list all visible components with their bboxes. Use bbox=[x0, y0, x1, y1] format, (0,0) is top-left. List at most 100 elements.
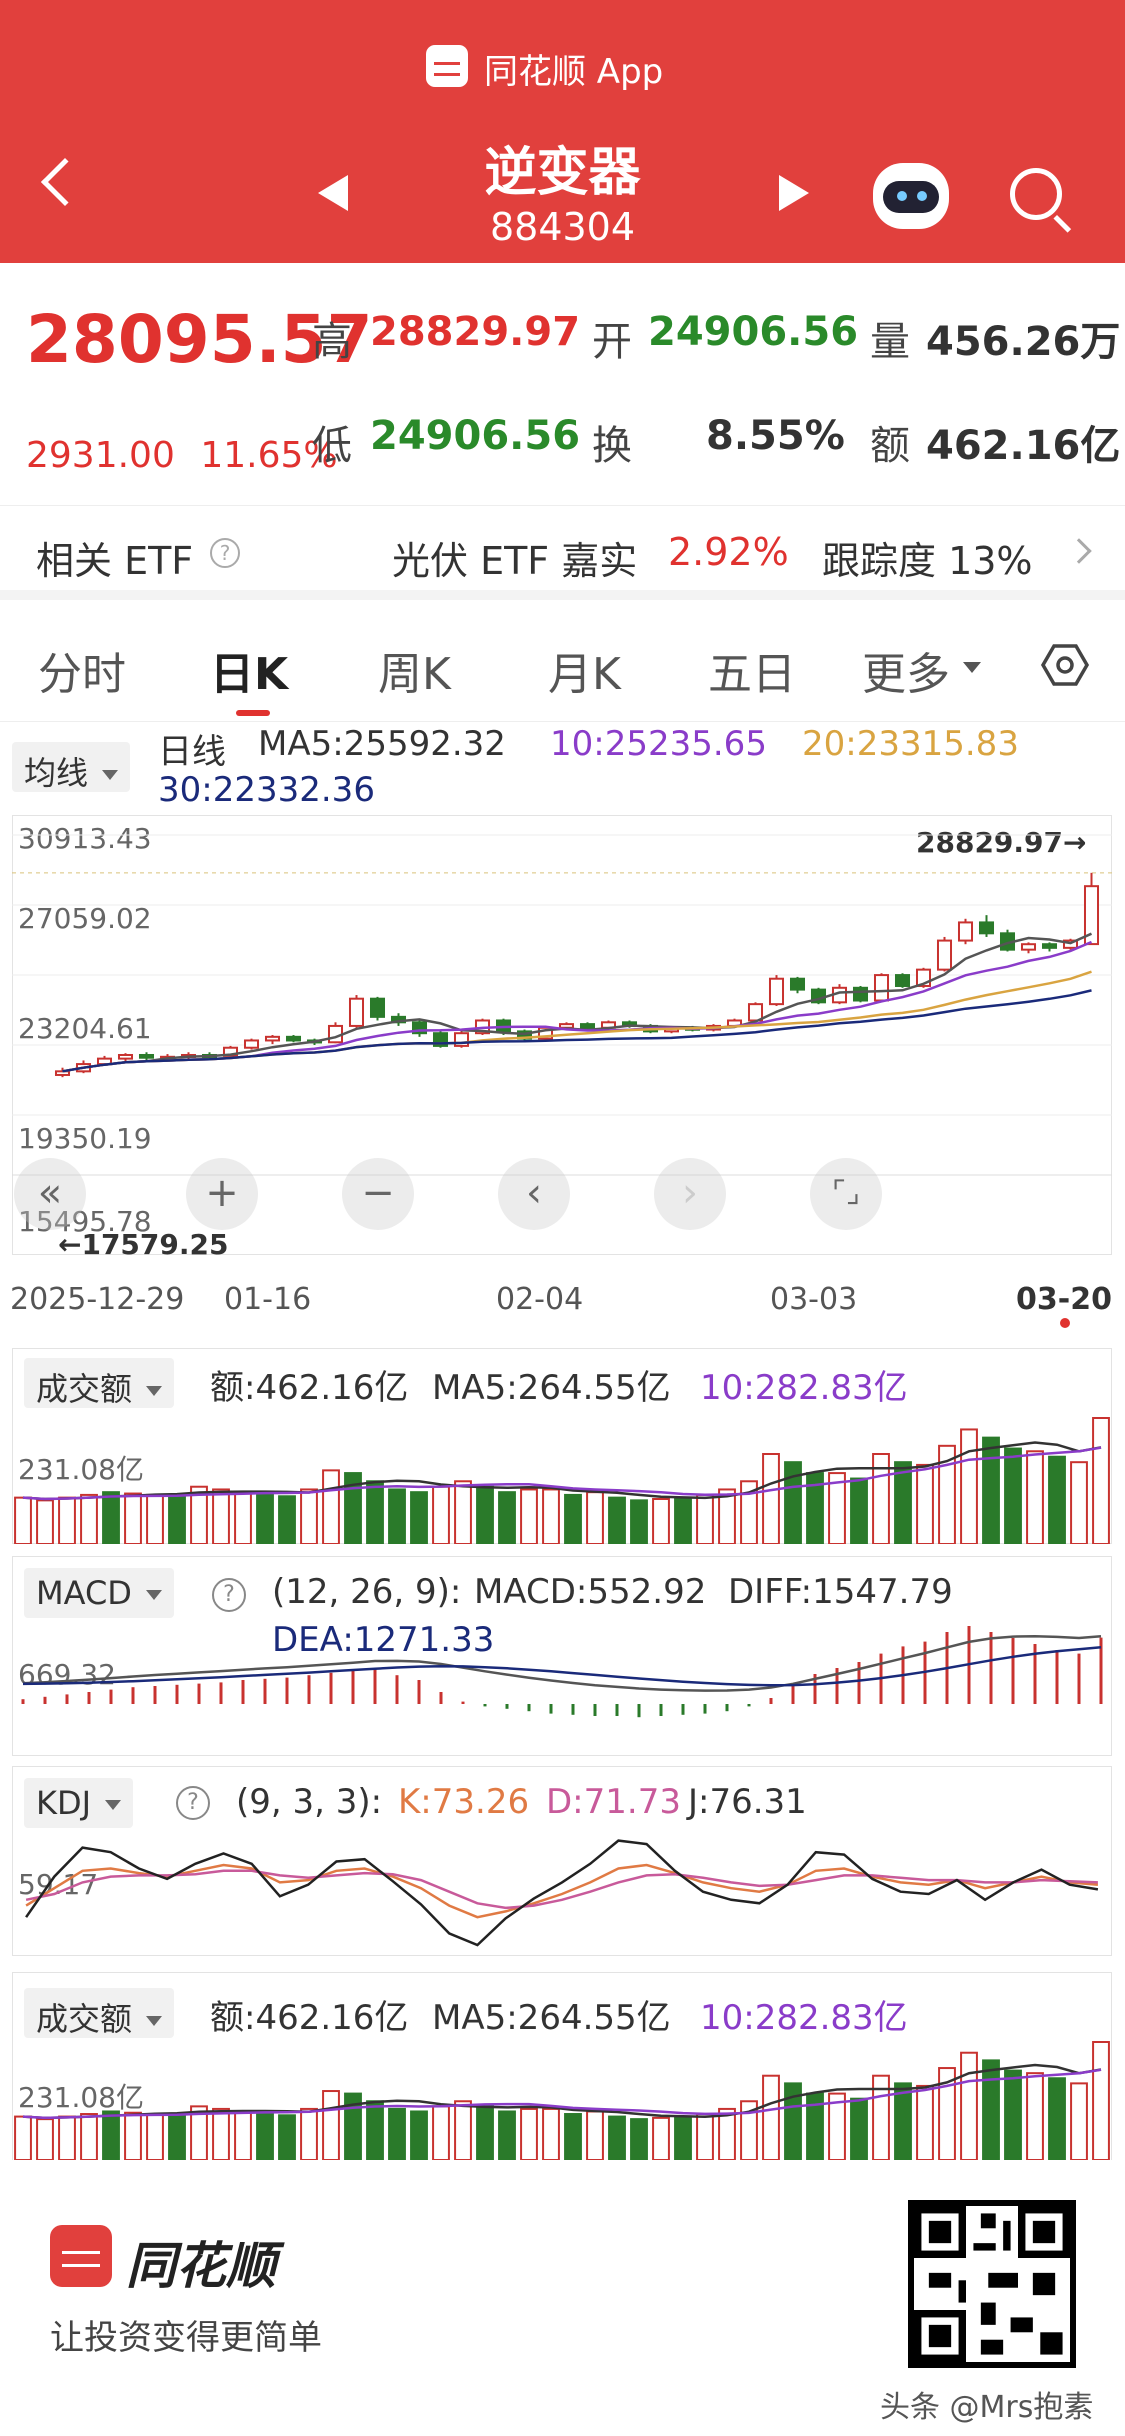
kdj-params: (9, 3, 3): bbox=[236, 1782, 383, 1822]
amount2-selector-label: 成交额 bbox=[36, 2000, 133, 2038]
kdj-j-line bbox=[25, 1839, 1099, 1947]
back-icon[interactable] bbox=[40, 157, 90, 207]
low-marker: ←17579.25 bbox=[58, 1228, 229, 1261]
tab-five-day[interactable]: 五日 bbox=[708, 649, 796, 700]
prev-stock-icon[interactable] bbox=[318, 175, 348, 211]
macd-panel-frame bbox=[12, 1556, 1112, 1756]
volume-bar bbox=[630, 1499, 648, 1544]
chevron-down-icon[interactable] bbox=[963, 662, 981, 673]
volume-bar bbox=[256, 1493, 274, 1544]
help-icon[interactable]: ? bbox=[210, 538, 240, 568]
next-stock-icon[interactable] bbox=[779, 175, 809, 211]
candle-body bbox=[894, 974, 911, 987]
volume-bar bbox=[124, 2111, 142, 2160]
macd-params: (12, 26, 9): bbox=[272, 1572, 462, 1612]
volume-bar bbox=[762, 2074, 780, 2160]
tab-daily-k[interactable]: 日K bbox=[210, 649, 289, 700]
period-tabs: 分时 日K 周K 月K 五日 更多 bbox=[0, 610, 1125, 722]
diff-value: DIFF:1547.79 bbox=[728, 1572, 953, 1612]
volume-bar bbox=[234, 2110, 252, 2160]
amount-chart[interactable] bbox=[12, 1348, 1112, 1544]
tab-more[interactable]: 更多 bbox=[862, 649, 950, 700]
volume-bar bbox=[630, 2118, 648, 2160]
candle-body bbox=[243, 1039, 260, 1049]
volume-bar bbox=[58, 2115, 76, 2160]
candle-body bbox=[264, 1035, 281, 1042]
volume-bar bbox=[36, 1499, 54, 1544]
candle-body bbox=[978, 921, 995, 935]
y-tick: 27059.02 bbox=[18, 902, 152, 935]
stock-code: 884304 bbox=[489, 205, 636, 249]
price-change: 2931.00 11.65% bbox=[26, 435, 338, 476]
candle-body bbox=[558, 1023, 575, 1029]
candle-body bbox=[1020, 943, 1037, 951]
volume-bar bbox=[784, 1461, 802, 1544]
app-header: 同花顺 App 逆变器 884304 bbox=[0, 0, 1125, 263]
macd-y-tick: 669.32 bbox=[18, 1658, 116, 1691]
kline-chart[interactable] bbox=[12, 815, 1112, 1255]
candle-body bbox=[117, 1053, 134, 1060]
amount-ma10-line bbox=[22, 2068, 1102, 2120]
volume-bar bbox=[432, 2105, 450, 2160]
candle-body bbox=[747, 1003, 764, 1022]
candle-body bbox=[138, 1053, 155, 1059]
amount-ma5: MA5:264.55亿 bbox=[432, 1368, 671, 1408]
macd-chart[interactable] bbox=[12, 1556, 1112, 1756]
search-icon[interactable] bbox=[1010, 168, 1062, 220]
amount-value: 462.16亿 bbox=[926, 423, 1121, 469]
kdj-selector[interactable]: KDJ bbox=[24, 1778, 134, 1828]
robot-assistant-icon[interactable] bbox=[873, 163, 949, 229]
candle-body bbox=[411, 1021, 428, 1035]
amount-ma10-line bbox=[22, 1446, 1102, 1501]
volume-bar bbox=[300, 1488, 318, 1544]
amount-panel-frame bbox=[12, 1348, 1112, 1544]
zoom-in-button[interactable]: + bbox=[186, 1158, 258, 1230]
diff-line bbox=[22, 1634, 1102, 1692]
volume-bar bbox=[938, 2067, 956, 2160]
volume-bar bbox=[938, 1444, 956, 1544]
settings-icon[interactable] bbox=[1040, 640, 1090, 690]
tab-weekly-k[interactable]: 周K bbox=[378, 649, 451, 700]
chevron-right-icon[interactable] bbox=[1066, 538, 1092, 564]
x-tick: 03-20 bbox=[1016, 1282, 1112, 1317]
indicator-selector[interactable]: 均线 bbox=[12, 742, 131, 792]
tab-monthly-k[interactable]: 月K bbox=[548, 649, 621, 700]
current-price: 28095.57 bbox=[26, 301, 373, 378]
pan-right-button[interactable]: › bbox=[654, 1158, 726, 1230]
volume-bar bbox=[454, 1480, 472, 1544]
volume-bar bbox=[960, 2051, 978, 2160]
amount2-selector[interactable]: 成交额 bbox=[24, 1988, 175, 2038]
volume-bar bbox=[366, 2100, 384, 2160]
amount-ma5-line bbox=[22, 1441, 1102, 1501]
kdj-chart[interactable] bbox=[12, 1766, 1112, 1956]
volume-bar bbox=[608, 1496, 626, 1544]
chevron-down-icon bbox=[145, 1590, 162, 1600]
pan-left-button[interactable]: ‹ bbox=[498, 1158, 570, 1230]
zoom-out-button[interactable]: − bbox=[342, 1158, 414, 1230]
collapse-left-button[interactable]: « bbox=[14, 1158, 86, 1230]
volume-bar bbox=[586, 2110, 604, 2160]
volume-bar bbox=[432, 1485, 450, 1544]
volume-bar bbox=[344, 2092, 362, 2160]
y-tick: 30913.43 bbox=[18, 822, 152, 855]
tab-intraday[interactable]: 分时 bbox=[38, 649, 126, 700]
help-icon[interactable]: ? bbox=[212, 1578, 246, 1612]
volume-bar bbox=[212, 2107, 230, 2160]
volume-bar bbox=[322, 1469, 340, 1544]
help-icon[interactable]: ? bbox=[176, 1786, 210, 1820]
related-etf-row[interactable]: 相关 ETF ? 光伏 ETF 嘉实 2.92% 跟踪度 13% bbox=[0, 505, 1125, 600]
amount2-chart[interactable] bbox=[12, 1972, 1112, 2160]
volume-bar bbox=[784, 2082, 802, 2160]
j-value: J:76.31 bbox=[688, 1782, 807, 1822]
volume-bar bbox=[520, 1488, 538, 1544]
candle-body bbox=[285, 1035, 302, 1042]
volume-bar bbox=[454, 2100, 472, 2160]
volume-bar bbox=[1004, 1447, 1022, 1544]
macd-selector[interactable]: MACD bbox=[24, 1568, 174, 1618]
volume-bar bbox=[982, 1436, 1000, 1544]
volume-bar bbox=[1070, 2082, 1088, 2160]
amount2-ma5: MA5:264.55亿 bbox=[432, 1998, 671, 2038]
latest-dot bbox=[1060, 1318, 1070, 1328]
fullscreen-button[interactable]: ⌜⌟ bbox=[810, 1158, 882, 1230]
amount-selector[interactable]: 成交额 bbox=[24, 1358, 175, 1408]
